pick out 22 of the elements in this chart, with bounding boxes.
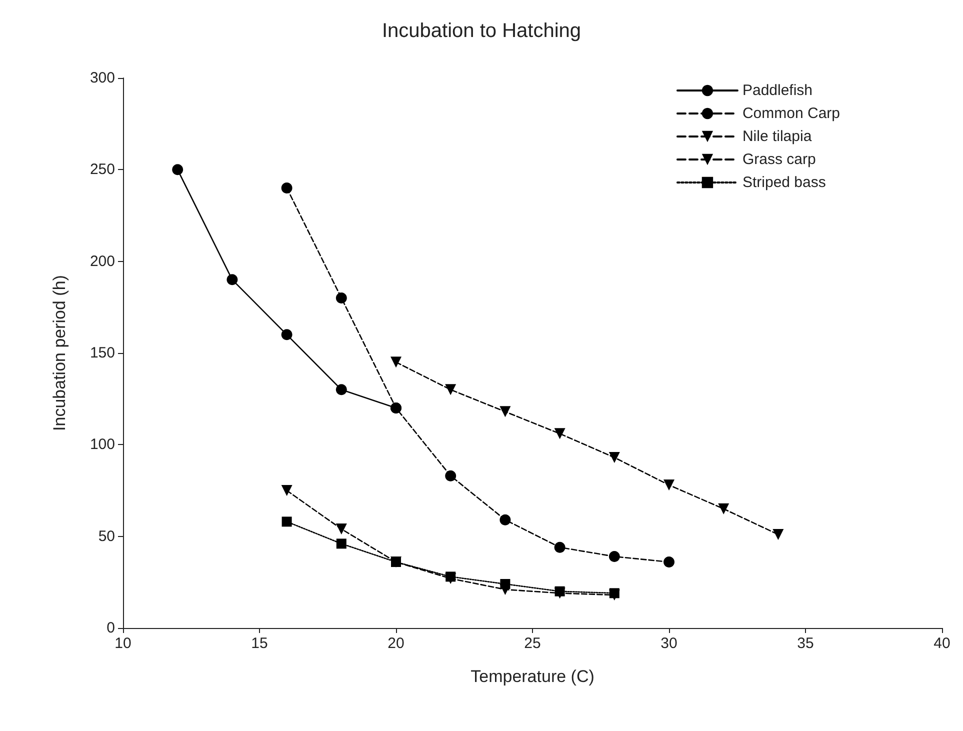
x-tick-label: 10 xyxy=(114,635,132,652)
y-tick-label: 0 xyxy=(106,620,115,636)
y-tick-label: 300 xyxy=(90,70,115,86)
y-axis-title: Incubation period (h) xyxy=(50,275,69,431)
legend-label: Striped bass xyxy=(742,174,826,191)
x-axis-title: Temperature (C) xyxy=(470,667,594,686)
x-tick-label: 35 xyxy=(797,635,814,652)
y-tick-label: 100 xyxy=(90,436,115,454)
legend-label: Grass carp xyxy=(742,151,816,168)
x-tick-label: 25 xyxy=(524,635,541,652)
legend-label: Nile tilapia xyxy=(742,128,812,145)
x-tick-label: 40 xyxy=(934,635,950,652)
x-tick-label: 15 xyxy=(251,635,268,652)
y-tick-label: 150 xyxy=(90,344,115,362)
chart-title: Incubation to Hatching xyxy=(382,20,582,42)
y-tick-label: 50 xyxy=(98,528,115,545)
legend-label: Common Carp xyxy=(742,105,840,122)
y-tick-label: 200 xyxy=(90,252,115,270)
x-tick-label: 20 xyxy=(388,635,404,652)
y-tick-label: 250 xyxy=(90,161,115,178)
legend-label: Paddlefish xyxy=(742,82,813,99)
x-tick-label: 30 xyxy=(660,635,678,652)
